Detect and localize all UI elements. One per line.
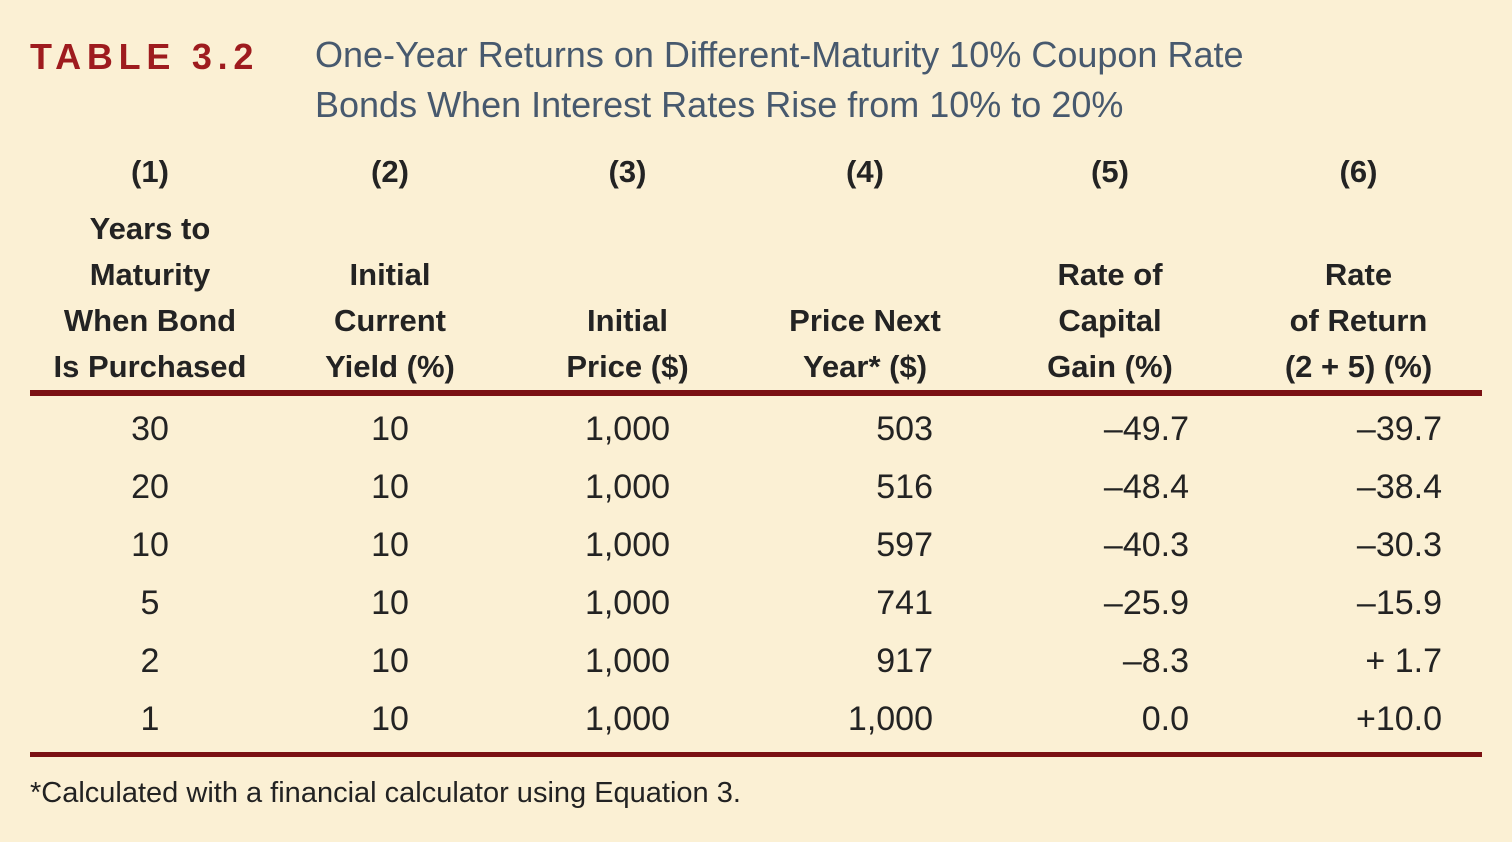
column-label-line: Price Next	[789, 303, 941, 338]
table-footnote: *Calculated with a financial calculator …	[30, 777, 741, 809]
column-label-line: (2 + 5) (%)	[1284, 349, 1433, 384]
cell-years: 1	[140, 700, 160, 738]
cell-yield: 10	[371, 526, 409, 564]
column-label-line: Yield (%)	[325, 349, 455, 384]
cell-capital-gain: –48.4	[1103, 468, 1189, 506]
cell-initial-price: 1,000	[584, 700, 671, 738]
cell-yield: 10	[371, 584, 409, 622]
column-label-line: Price ($)	[566, 349, 689, 384]
cell-years: 30	[131, 410, 169, 448]
column-label-line: Rate of	[1057, 257, 1163, 292]
column-header-years-to-maturity: (1) Years to Maturity When Bond Is Purch…	[30, 154, 270, 390]
cell-price-next-year: 597	[876, 526, 933, 564]
table-title-line2: Bonds When Interest Rates Rise from 10% …	[315, 84, 1124, 125]
cell-rate-of-return: –39.7	[1356, 410, 1442, 448]
column-label-line: Years to	[89, 211, 211, 246]
cell-initial-price: 1,000	[584, 584, 671, 622]
cell-yield: 10	[371, 468, 409, 506]
cell-years: 20	[131, 468, 169, 506]
table-row: 30 10 1,000 503 –49.7 –39.7	[30, 400, 1482, 458]
column-number: (2)	[371, 154, 409, 189]
figure-content: TABLE 3.2 One-Year Returns on Different-…	[30, 0, 1482, 810]
cell-capital-gain: 0.0	[1141, 700, 1189, 738]
table-row: 20 10 1,000 516 –48.4 –38.4	[30, 458, 1482, 516]
cell-rate-of-return: –38.4	[1356, 468, 1442, 506]
column-number: (5)	[1091, 154, 1129, 189]
cell-price-next-year: 516	[876, 468, 933, 506]
cell-price-next-year: 1,000	[847, 700, 933, 738]
cell-years: 10	[131, 526, 169, 564]
cell-initial-price: 1,000	[584, 468, 671, 506]
cell-initial-price: 1,000	[584, 410, 671, 448]
column-label: Years to Maturity When Bond Is Purchased	[54, 206, 247, 390]
column-label: Rate of Return (2 + 5) (%)	[1285, 252, 1432, 390]
column-label: Initial Current Yield (%)	[325, 252, 455, 390]
column-label-line: Year* ($)	[802, 349, 928, 384]
cell-rate-of-return: +10.0	[1355, 700, 1442, 738]
column-label: Initial Price ($)	[566, 298, 688, 390]
header-rule	[30, 390, 1482, 396]
cell-capital-gain: –49.7	[1103, 410, 1189, 448]
column-header-initial-current-yield: (2) Initial Current Yield (%)	[270, 154, 510, 390]
cell-rate-of-return: –15.9	[1356, 584, 1442, 622]
table-number-label: TABLE 3.2	[30, 36, 260, 77]
column-label-line: Gain (%)	[1047, 349, 1173, 384]
cell-price-next-year: 503	[876, 410, 933, 448]
cell-rate-of-return: + 1.7	[1365, 642, 1442, 680]
cell-years: 5	[140, 584, 160, 622]
column-label-line: of Return	[1289, 303, 1428, 338]
column-number: (3)	[608, 154, 647, 189]
table-row: 10 10 1,000 597 –40.3 –30.3	[30, 516, 1482, 574]
cell-price-next-year: 917	[876, 642, 933, 680]
column-label-line: Initial	[587, 303, 668, 338]
column-number: (1)	[131, 154, 169, 189]
footer-rule	[30, 752, 1482, 757]
cell-capital-gain: –8.3	[1122, 642, 1189, 680]
cell-rate-of-return: –30.3	[1356, 526, 1442, 564]
column-label: Price Next Year* ($)	[789, 298, 941, 390]
column-label-line: Maturity	[89, 257, 211, 292]
column-header-rate-of-return: (6) Rate of Return (2 + 5) (%)	[1235, 154, 1482, 390]
table-row: 5 10 1,000 741 –25.9 –15.9	[30, 574, 1482, 632]
table-row: 2 10 1,000 917 –8.3 + 1.7	[30, 632, 1482, 690]
column-number: (6)	[1339, 154, 1378, 189]
cell-price-next-year: 741	[876, 584, 933, 622]
column-label-line: When Bond	[63, 303, 237, 338]
cell-yield: 10	[371, 410, 409, 448]
table-title-block: TABLE 3.2 One-Year Returns on Different-…	[30, 0, 1482, 130]
column-label-line: Rate	[1324, 257, 1393, 292]
column-header-rate-of-capital-gain: (5) Rate of Capital Gain (%)	[985, 154, 1235, 390]
column-label: Rate of Capital Gain (%)	[1047, 252, 1173, 390]
table-title: One-Year Returns on Different-Maturity 1…	[315, 30, 1244, 130]
cell-capital-gain: –40.3	[1103, 526, 1189, 564]
column-header-price-next-year: (4) Price Next Year* ($)	[745, 154, 985, 390]
table-title-line1: One-Year Returns on Different-Maturity 1…	[315, 34, 1244, 75]
column-header-initial-price: (3) Initial Price ($)	[510, 154, 745, 390]
cell-capital-gain: –25.9	[1103, 584, 1189, 622]
cell-years: 2	[140, 642, 160, 680]
column-label-line: Initial	[349, 257, 431, 292]
column-number: (4)	[846, 154, 884, 189]
column-label-line: Capital	[1058, 303, 1162, 338]
cell-yield: 10	[371, 700, 409, 738]
table-body: 30 10 1,000 503 –49.7 –39.7 20 10 1,000 …	[30, 396, 1482, 748]
cell-initial-price: 1,000	[584, 526, 671, 564]
column-label-line: Is Purchased	[53, 349, 247, 384]
column-header-row: (1) Years to Maturity When Bond Is Purch…	[30, 154, 1482, 390]
table-row: 1 10 1,000 1,000 0.0 +10.0	[30, 690, 1482, 748]
cell-yield: 10	[371, 642, 409, 680]
column-label-line: Current	[334, 303, 446, 338]
cell-initial-price: 1,000	[584, 642, 671, 680]
